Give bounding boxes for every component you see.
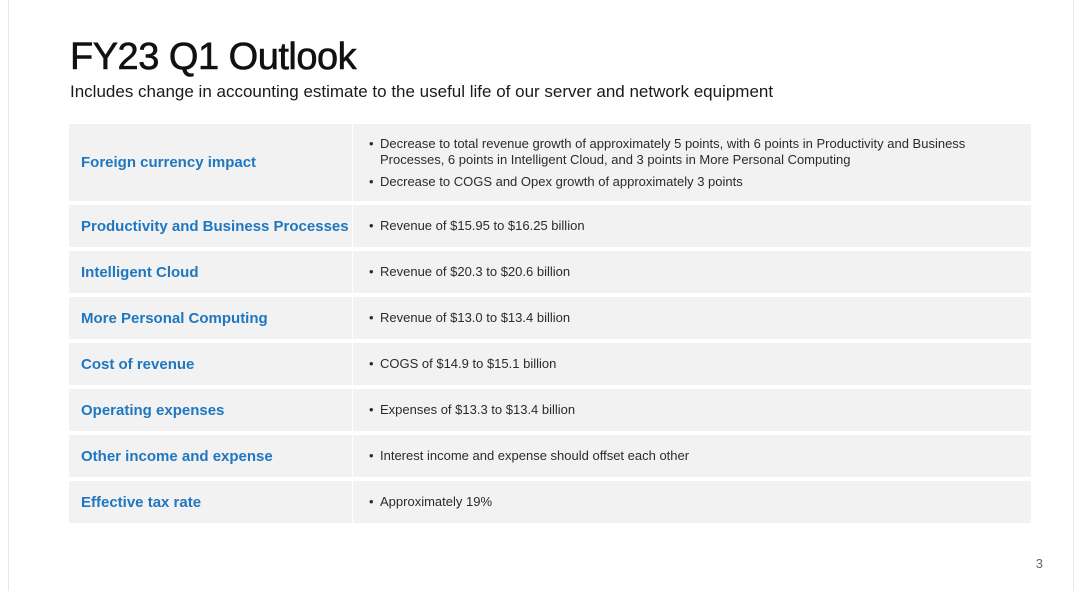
row-label: More Personal Computing (69, 297, 353, 339)
bullet-dot-icon: • (369, 218, 374, 233)
row-details: • COGS of $14.9 to $15.1 billion (353, 343, 1031, 385)
page-number: 3 (1035, 556, 1043, 571)
row-label: Operating expenses (69, 389, 353, 431)
bullet-item: • Decrease to total revenue growth of ap… (369, 136, 991, 168)
table-row-productivity-and-business-processes: Productivity and Business Processes • Re… (69, 205, 1031, 247)
row-details: • Decrease to total revenue growth of ap… (353, 124, 1031, 201)
table-row-more-personal-computing: More Personal Computing • Revenue of $13… (69, 297, 1031, 339)
slide-title: FY23 Q1 Outlook (70, 36, 357, 79)
bullet-dot-icon: • (369, 448, 374, 463)
outlook-table: Foreign currency impact • Decrease to to… (69, 124, 1031, 527)
row-label: Intelligent Cloud (69, 251, 353, 293)
bullet-dot-icon: • (369, 356, 374, 371)
bullet-dot-icon: • (369, 264, 374, 279)
row-details: • Approximately 19% (353, 481, 1031, 523)
bullet-text: Revenue of $13.0 to $13.4 billion (380, 310, 571, 325)
table-row-other-income-and-expense: Other income and expense • Interest inco… (69, 435, 1031, 477)
table-row-intelligent-cloud: Intelligent Cloud • Revenue of $20.3 to … (69, 251, 1031, 293)
bullet-item: • Revenue of $20.3 to $20.6 billion (369, 264, 991, 280)
bullet-item: • Expenses of $13.3 to $13.4 billion (369, 402, 991, 418)
row-label: Other income and expense (69, 435, 353, 477)
bullet-text: COGS of $14.9 to $15.1 billion (380, 356, 557, 371)
row-details: • Revenue of $20.3 to $20.6 billion (353, 251, 1031, 293)
row-label: Effective tax rate (69, 481, 353, 523)
bullet-dot-icon: • (369, 135, 374, 151)
row-details: • Revenue of $15.95 to $16.25 billion (353, 205, 1031, 247)
bullet-dot-icon: • (369, 402, 374, 417)
table-row-operating-expenses: Operating expenses • Expenses of $13.3 t… (69, 389, 1031, 431)
table-row-cost-of-revenue: Cost of revenue • COGS of $14.9 to $15.1… (69, 343, 1031, 385)
bullet-item: • Revenue of $13.0 to $13.4 billion (369, 310, 991, 326)
row-details: • Expenses of $13.3 to $13.4 billion (353, 389, 1031, 431)
bullet-dot-icon: • (369, 494, 374, 509)
bullet-dot-icon: • (369, 173, 374, 189)
table-row-effective-tax-rate: Effective tax rate • Approximately 19% (69, 481, 1031, 523)
slide: FY23 Q1 Outlook Includes change in accou… (8, 0, 1074, 591)
bullet-text: Expenses of $13.3 to $13.4 billion (380, 402, 576, 417)
table-row-foreign-currency-impact: Foreign currency impact • Decrease to to… (69, 124, 1031, 201)
row-details: • Interest income and expense should off… (353, 435, 1031, 477)
bullet-item: • Approximately 19% (369, 494, 991, 510)
slide-subtitle: Includes change in accounting estimate t… (70, 82, 774, 101)
row-label: Foreign currency impact (69, 124, 353, 201)
bullet-text: Revenue of $20.3 to $20.6 billion (380, 264, 571, 279)
bullet-text: Approximately 19% (380, 494, 492, 509)
bullet-dot-icon: • (369, 310, 374, 325)
bullet-text: Decrease to COGS and Opex growth of appr… (380, 173, 743, 189)
bullet-text: Interest income and expense should offse… (380, 448, 690, 463)
row-details: • Revenue of $13.0 to $13.4 billion (353, 297, 1031, 339)
bullet-text: Decrease to total revenue growth of appr… (380, 135, 966, 167)
bullet-item: • Decrease to COGS and Opex growth of ap… (369, 174, 991, 190)
row-label: Productivity and Business Processes (69, 205, 353, 247)
bullet-text: Revenue of $15.95 to $16.25 billion (380, 218, 585, 233)
row-label: Cost of revenue (69, 343, 353, 385)
bullet-item: • COGS of $14.9 to $15.1 billion (369, 356, 991, 372)
bullet-item: • Revenue of $15.95 to $16.25 billion (369, 218, 991, 234)
bullet-item: • Interest income and expense should off… (369, 448, 991, 464)
